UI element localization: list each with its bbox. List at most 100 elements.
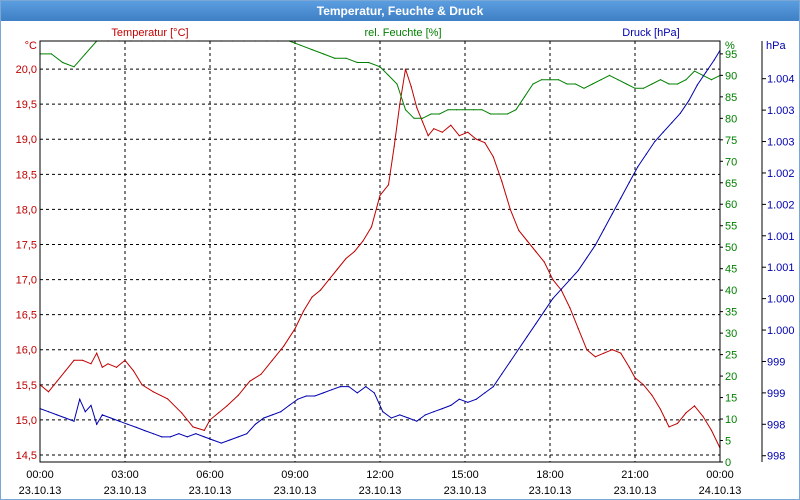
series-header-humidity: rel. Feuchte [%] <box>364 27 441 39</box>
x-tick-time: 21:00 <box>621 469 649 481</box>
humidity-tick-label: 5 <box>725 436 731 448</box>
data-point-temperature <box>535 250 537 253</box>
data-point-humidity <box>591 83 594 85</box>
data-point-pressure <box>110 417 112 419</box>
data-point-humidity <box>617 79 619 81</box>
data-point-pressure <box>645 153 647 155</box>
humidity-tick-label: 60 <box>725 199 737 211</box>
data-point-temperature <box>132 370 135 372</box>
data-point-temperature <box>192 426 194 428</box>
data-point-temperature <box>586 349 588 351</box>
pressure-tick-label: 1.003 <box>767 137 795 149</box>
data-point-humidity <box>379 66 381 68</box>
data-point-temperature <box>362 240 364 242</box>
data-point-humidity <box>413 117 415 119</box>
data-point-temperature <box>399 103 401 105</box>
data-point-pressure <box>314 395 316 397</box>
data-point-pressure <box>475 398 477 400</box>
data-point-pressure <box>705 71 707 73</box>
data-point-humidity <box>368 61 370 64</box>
data-point-temperature <box>501 180 503 182</box>
data-point-humidity <box>710 79 713 81</box>
x-tick-date: 23.10.13 <box>189 485 232 497</box>
data-point-pressure <box>416 420 418 422</box>
data-point-pressure <box>492 386 494 388</box>
x-tick-time: 00:00 <box>26 469 54 481</box>
plot-frame <box>39 40 721 463</box>
data-point-temperature <box>518 229 520 232</box>
humidity-tick-label: 75 <box>725 135 737 147</box>
data-point-temperature <box>81 359 84 361</box>
data-point-pressure <box>484 392 486 394</box>
temperature-unit: °C <box>25 40 37 52</box>
data-point-humidity <box>532 83 534 85</box>
humidity-tick-label: 85 <box>725 92 737 104</box>
data-point-temperature <box>249 380 251 382</box>
data-point-humidity <box>404 109 407 111</box>
pressure-tick-label: 1.003 <box>767 105 795 117</box>
temperature-tick-label: 17,0 <box>16 275 37 287</box>
temperature-tick-label: 19,5 <box>16 99 37 111</box>
data-point-humidity <box>608 74 611 76</box>
data-point-pressure <box>654 140 656 143</box>
humidity-tick-label: 20 <box>725 371 737 383</box>
humidity-tick-label: 30 <box>725 328 737 340</box>
humidity-tick-label: 40 <box>725 285 737 297</box>
data-point-temperature <box>441 131 443 133</box>
data-point-temperature <box>237 394 239 396</box>
humidity-tick-label: 15 <box>725 393 737 405</box>
data-point-humidity <box>447 109 449 111</box>
humidity-tick-label: 80 <box>725 113 737 125</box>
data-point-humidity <box>489 113 492 115</box>
data-point-pressure <box>220 442 222 444</box>
pressure-tick-label: 998 <box>767 419 785 431</box>
data-point-humidity <box>625 83 628 85</box>
data-point-humidity <box>356 61 358 64</box>
data-point-temperature <box>433 128 435 130</box>
data-point-temperature <box>379 194 381 196</box>
data-point-pressure <box>356 392 358 394</box>
data-point-temperature <box>302 310 305 312</box>
humidity-unit: % <box>725 40 735 52</box>
data-point-temperature <box>319 289 322 291</box>
data-point-temperature <box>421 121 424 123</box>
data-point-pressure <box>569 279 571 281</box>
data-point-temperature <box>387 184 390 186</box>
data-point-temperature <box>393 145 395 147</box>
pressure-tick-label: 998 <box>767 451 785 463</box>
data-point-temperature <box>96 352 98 354</box>
data-point-temperature <box>47 391 50 393</box>
data-point-pressure <box>84 411 86 413</box>
data-point-temperature <box>166 398 169 400</box>
data-point-pressure <box>195 433 197 435</box>
x-tick-date: 24.10.13 <box>699 485 742 497</box>
data-point-temperature <box>181 412 183 414</box>
data-point-pressure <box>178 433 180 435</box>
x-tick-date: 23.10.13 <box>444 485 487 497</box>
pressure-tick-label: 1.001 <box>767 231 795 243</box>
data-point-humidity <box>455 109 458 111</box>
data-point-pressure <box>229 439 231 441</box>
data-point-temperature <box>115 366 118 368</box>
data-point-pressure <box>501 373 503 375</box>
pressure-tick-label: 999 <box>767 356 785 368</box>
data-point-pressure <box>144 430 146 432</box>
data-point-pressure <box>127 423 129 425</box>
temperature-tick-label: 14,5 <box>16 450 37 462</box>
data-point-temperature <box>594 356 596 358</box>
pressure-tick-label: 999 <box>767 388 785 400</box>
data-point-pressure <box>450 404 452 406</box>
pressure-unit: hPa <box>766 40 786 52</box>
data-point-pressure <box>611 213 613 215</box>
data-point-pressure <box>47 411 50 413</box>
data-point-pressure <box>424 414 426 416</box>
data-point-temperature <box>353 250 356 253</box>
data-point-temperature <box>676 422 679 424</box>
data-point-temperature <box>283 345 285 347</box>
data-point-humidity <box>642 87 645 89</box>
data-point-temperature <box>152 391 154 393</box>
data-point-humidity <box>421 117 424 119</box>
data-point-temperature <box>271 359 273 361</box>
series-header-pressure: Druck [hPa] <box>622 27 679 39</box>
data-point-temperature <box>484 142 486 144</box>
